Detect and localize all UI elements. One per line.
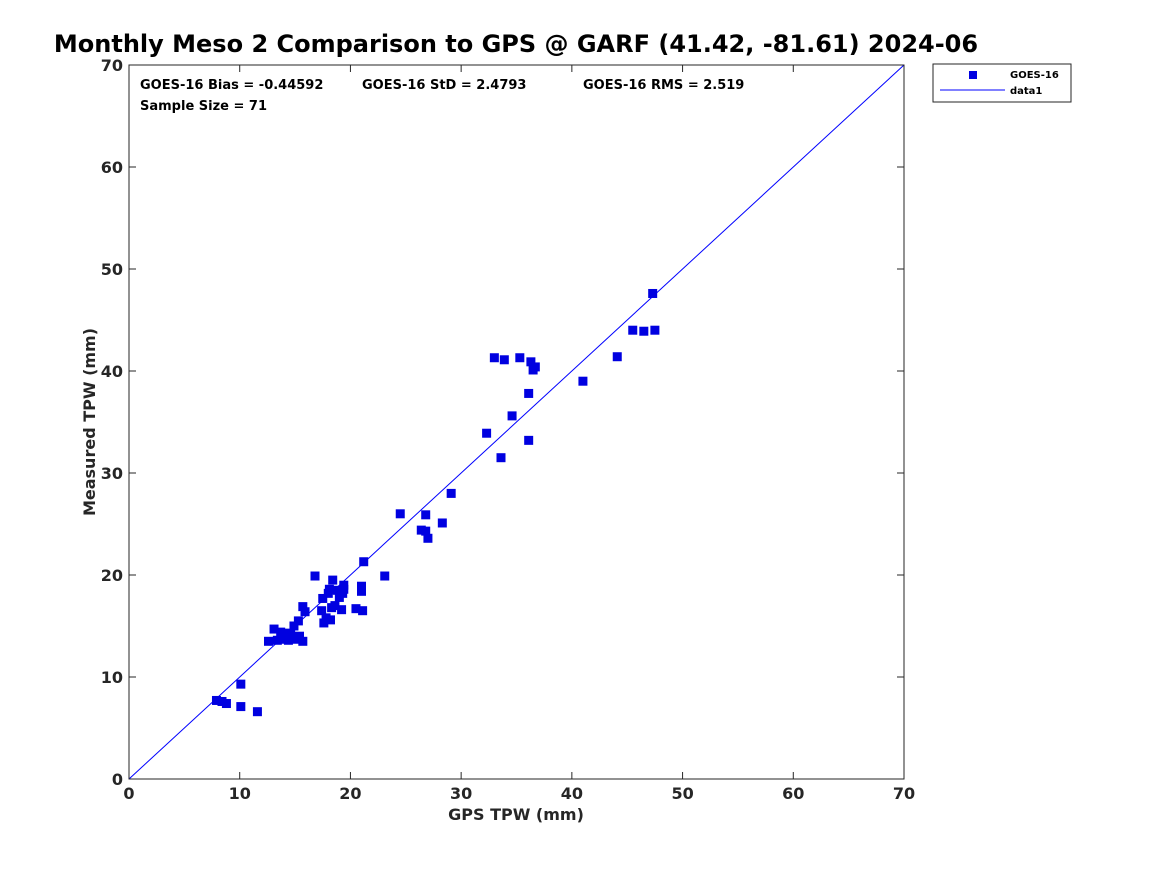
sample-size-stat: Sample Size = 71 (140, 99, 267, 114)
y-tick-label: 20 (101, 566, 123, 585)
data-point-12 (283, 635, 293, 645)
y-axis-ticks: 0 10 20 30 40 50 60 70 (101, 56, 904, 789)
y-tick-label: 60 (101, 158, 123, 177)
data-point-22 (317, 606, 327, 616)
legend-goes16-marker (969, 71, 977, 79)
data-point-39 (357, 581, 366, 591)
data-point-8 (272, 635, 282, 645)
goes16-points (211, 288, 660, 717)
data-point-47 (421, 526, 431, 536)
data-point-49 (437, 518, 447, 528)
x-axis-ticks: 0 10 20 30 40 50 60 70 (123, 65, 915, 803)
data-point-37 (339, 580, 349, 590)
data-point-38 (351, 604, 361, 614)
bias-stat: GOES-16 Bias = -0.44592 (140, 78, 323, 93)
data-point-18 (298, 636, 308, 646)
data-point-20 (300, 607, 310, 617)
data-point-57 (524, 388, 534, 398)
data-point-54 (499, 355, 509, 365)
data-point-6 (264, 636, 273, 646)
y-axis-label: Measured TPW (mm) (80, 328, 99, 516)
x-tick-label: 70 (893, 784, 915, 803)
data1-series-line (128, 64, 905, 780)
x-tick-label: 40 (561, 784, 583, 803)
data-point-62 (578, 376, 588, 386)
data-point-64 (628, 325, 638, 335)
data-point-59 (526, 357, 536, 367)
data-point-7 (269, 624, 279, 634)
x-tick-label: 60 (782, 784, 804, 803)
data-point-61 (530, 362, 540, 372)
data-point-23 (318, 593, 328, 603)
data-point-4 (236, 702, 246, 712)
x-tick-label: 50 (671, 784, 693, 803)
std-stat: GOES-16 StD = 2.4793 (362, 78, 526, 93)
data-point-30 (328, 575, 338, 585)
x-tick-label: 10 (229, 784, 251, 803)
data-point-16 (293, 616, 303, 626)
data-point-32 (332, 585, 342, 595)
data-point-27 (324, 584, 334, 594)
data-point-48 (423, 533, 433, 543)
data-point-55 (507, 411, 517, 421)
legend: GOES-16 data1 (932, 63, 1072, 103)
x-axis-label: GPS TPW (mm) (448, 805, 584, 824)
data-point-58 (524, 435, 534, 445)
data-point-66 (648, 288, 658, 298)
x-tick-label: 20 (339, 784, 361, 803)
y-tick-label: 30 (101, 464, 123, 483)
data-point-44 (395, 509, 405, 519)
data-point-21 (310, 571, 320, 581)
data-point-50 (446, 488, 456, 498)
data-point-34 (337, 605, 347, 615)
data-point-40 (357, 586, 366, 596)
chart-title: Monthly Meso 2 Comparison to GPS @ GARF … (54, 30, 978, 58)
data-point-3 (236, 679, 246, 689)
data-point-41 (358, 606, 368, 616)
rms-stat: GOES-16 RMS = 2.519 (583, 78, 744, 93)
data-point-51 (482, 428, 492, 438)
legend-box (932, 63, 1072, 103)
data1-line (128, 64, 905, 780)
data-point-14 (289, 621, 299, 631)
data-point-5 (252, 707, 262, 717)
legend-data1-label: data1 (1010, 86, 1042, 97)
data-point-42 (359, 557, 369, 567)
x-tick-label: 30 (450, 784, 472, 803)
x-tick-label: 0 (123, 784, 134, 803)
data-point-31 (330, 601, 340, 611)
data-point-24 (319, 618, 329, 628)
data-point-17 (295, 631, 304, 641)
data-point-65 (639, 326, 649, 336)
axes-box (128, 64, 905, 780)
data-point-46 (421, 510, 431, 520)
plot-area (128, 64, 905, 780)
data-point-0 (211, 695, 221, 705)
data-point-19 (298, 602, 308, 612)
y-tick-label: 70 (101, 56, 123, 75)
data-point-56 (515, 353, 525, 363)
legend-goes16-label: GOES-16 (1010, 70, 1059, 81)
data-point-9 (276, 627, 286, 637)
y-tick-label: 40 (101, 362, 123, 381)
y-tick-label: 0 (112, 770, 123, 789)
data-point-53 (496, 453, 506, 463)
data-point-2 (221, 699, 231, 709)
y-tick-label: 10 (101, 668, 123, 687)
data-point-63 (612, 352, 622, 362)
y-tick-label: 50 (101, 260, 123, 279)
data-point-28 (326, 615, 335, 625)
data-point-52 (489, 353, 499, 363)
data-point-10 (278, 634, 288, 644)
data-point-13 (286, 629, 296, 639)
data-point-67 (650, 325, 660, 335)
data-point-43 (380, 571, 390, 581)
